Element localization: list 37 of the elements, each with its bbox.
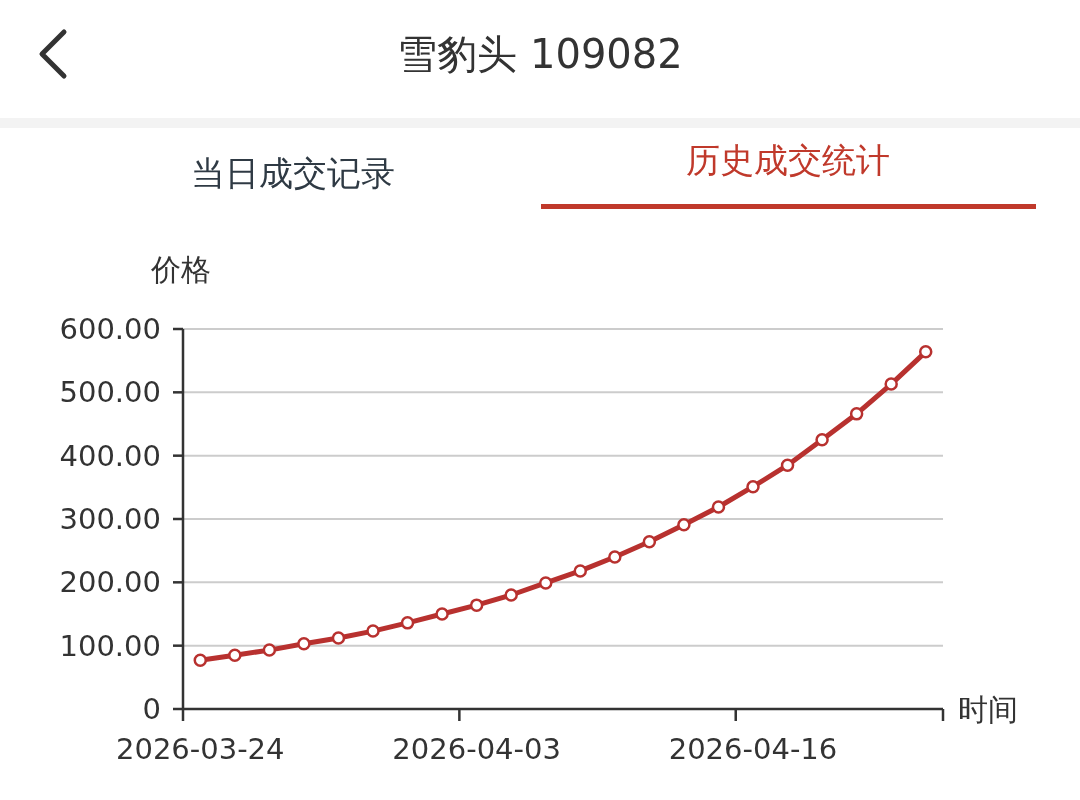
x-tick-label: 2026-04-03 [392, 732, 561, 766]
point [711, 500, 726, 514]
point [331, 631, 346, 645]
y-axis-title: 价格 [150, 252, 211, 287]
point [573, 564, 588, 578]
point [884, 377, 898, 391]
y-tick-label: 600.00 [59, 312, 161, 346]
point [366, 624, 380, 638]
point [400, 616, 415, 630]
text: 当日成交记录 [191, 153, 395, 193]
point [642, 535, 657, 549]
point [297, 637, 311, 651]
point [435, 607, 449, 621]
point [538, 576, 553, 590]
y-tick-label: 200.00 [59, 565, 161, 600]
point [504, 588, 518, 602]
point [228, 648, 242, 662]
point [746, 479, 760, 494]
point [918, 345, 933, 359]
y-tick-label: 400.00 [59, 438, 161, 473]
y-tick-label: 100.00 [59, 628, 161, 663]
point [608, 550, 622, 564]
y-tick-label: 300.00 [59, 502, 161, 536]
x-axis-title: 时间 [958, 692, 1018, 727]
point [849, 407, 864, 421]
y-tick-label: 500.00 [59, 375, 161, 410]
point [780, 458, 795, 472]
point [815, 433, 829, 447]
chart-title: 雪豹头 109082 [397, 31, 683, 77]
point [262, 643, 277, 657]
x-tick-label: 2026-03-24 [116, 732, 285, 766]
y-tick-label: 0 [142, 692, 161, 726]
point [193, 653, 208, 667]
text: 历史成交统计 [686, 140, 890, 180]
point [469, 598, 484, 612]
x-tick-label: 2026-04-16 [668, 732, 838, 766]
point [677, 517, 691, 532]
